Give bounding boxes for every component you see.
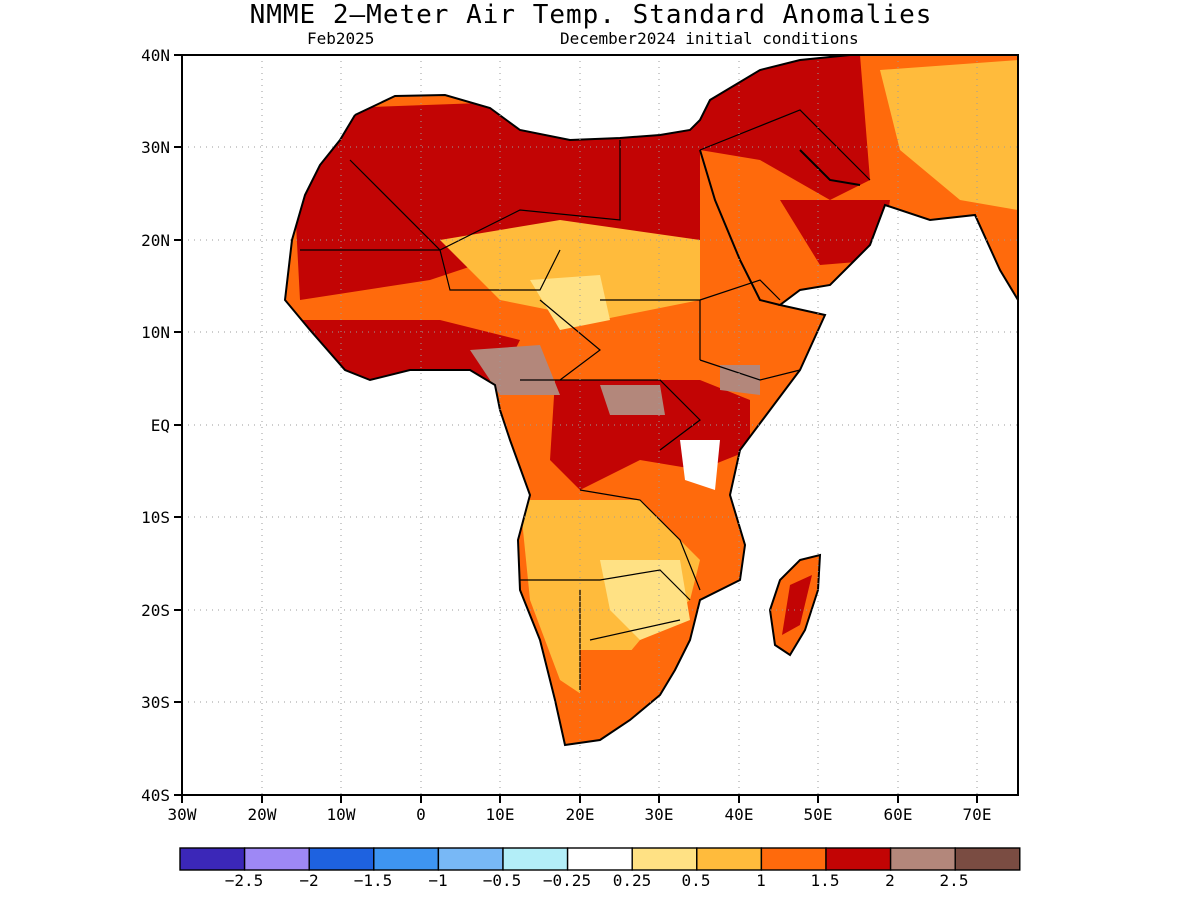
lon-label: 30W (168, 805, 197, 824)
lat-label: 10N (141, 323, 170, 342)
colorbar-swatch (631, 847, 698, 871)
colorbar-swatch (373, 847, 440, 871)
colorbar-swatch (889, 847, 956, 871)
colorbar-label: −1 (428, 871, 447, 890)
colorbar-label: 0.5 (682, 871, 711, 890)
colorbar-swatch (502, 847, 569, 871)
country-borders (300, 109, 871, 690)
colorbar-swatch (308, 847, 375, 871)
colorbar-label: 0.25 (613, 871, 652, 890)
lat-label: EQ (151, 416, 170, 435)
lon-label: 30E (645, 805, 674, 824)
colorbar-swatch (696, 847, 763, 871)
colorbar-labels: −2.5 −2 −1.5 −1 −0.5 −0.25 0.25 0.5 1 1.… (225, 871, 969, 890)
lat-label: 40S (141, 786, 170, 805)
coastlines (283, 54, 1018, 747)
colorbar-swatch (954, 847, 1021, 871)
forecast-month: Feb2025 (307, 29, 375, 48)
colorbar-swatch (243, 847, 310, 871)
lon-label: 70E (963, 805, 992, 824)
colorbar-swatch (437, 847, 504, 871)
colorbar-label: −1.5 (354, 871, 393, 890)
colorbar-swatch (179, 847, 246, 871)
lat-label: 20N (141, 231, 170, 250)
anomaly-shading (285, 55, 1018, 745)
lat-label: 40N (141, 46, 170, 65)
initial-conditions: December2024 initial conditions (560, 29, 859, 48)
colorbar-label: −0.5 (483, 871, 522, 890)
lon-label: 20E (566, 805, 595, 824)
colorbar (179, 847, 1021, 871)
colorbar-swatch (760, 847, 827, 871)
colorbar-swatch (825, 847, 892, 871)
longitude-labels: 30W 20W 10W 0 10E 20E 30E 40E 50E 60E 70… (168, 805, 992, 824)
colorbar-label: 1.5 (811, 871, 840, 890)
lon-label: 40E (725, 805, 754, 824)
lon-label: 0 (416, 805, 426, 824)
lon-label: 50E (804, 805, 833, 824)
lat-label: 30S (141, 693, 170, 712)
axis-ticks (174, 54, 978, 803)
lat-label: 30N (141, 138, 170, 157)
colorbar-label: 1 (756, 871, 766, 890)
colorbar-label: 2 (885, 871, 895, 890)
lon-label: 20W (248, 805, 277, 824)
colorbar-label: −2 (299, 871, 318, 890)
gridlines (182, 55, 1018, 795)
lon-label: 60E (884, 805, 913, 824)
lat-label: 20S (141, 601, 170, 620)
colorbar-swatch (566, 847, 633, 871)
lon-label: 10W (327, 805, 356, 824)
colorbar-label: 2.5 (940, 871, 969, 890)
lon-label: 10E (486, 805, 515, 824)
latitude-labels: 40N 30N 20N 10N EQ 10S 20S 30S 40S (141, 46, 170, 805)
colorbar-label: −0.25 (543, 871, 591, 890)
map-title: NMME 2—Meter Air Temp. Standard Anomalie… (249, 0, 933, 30)
colorbar-label: −2.5 (225, 871, 264, 890)
lat-label: 10S (141, 508, 170, 527)
